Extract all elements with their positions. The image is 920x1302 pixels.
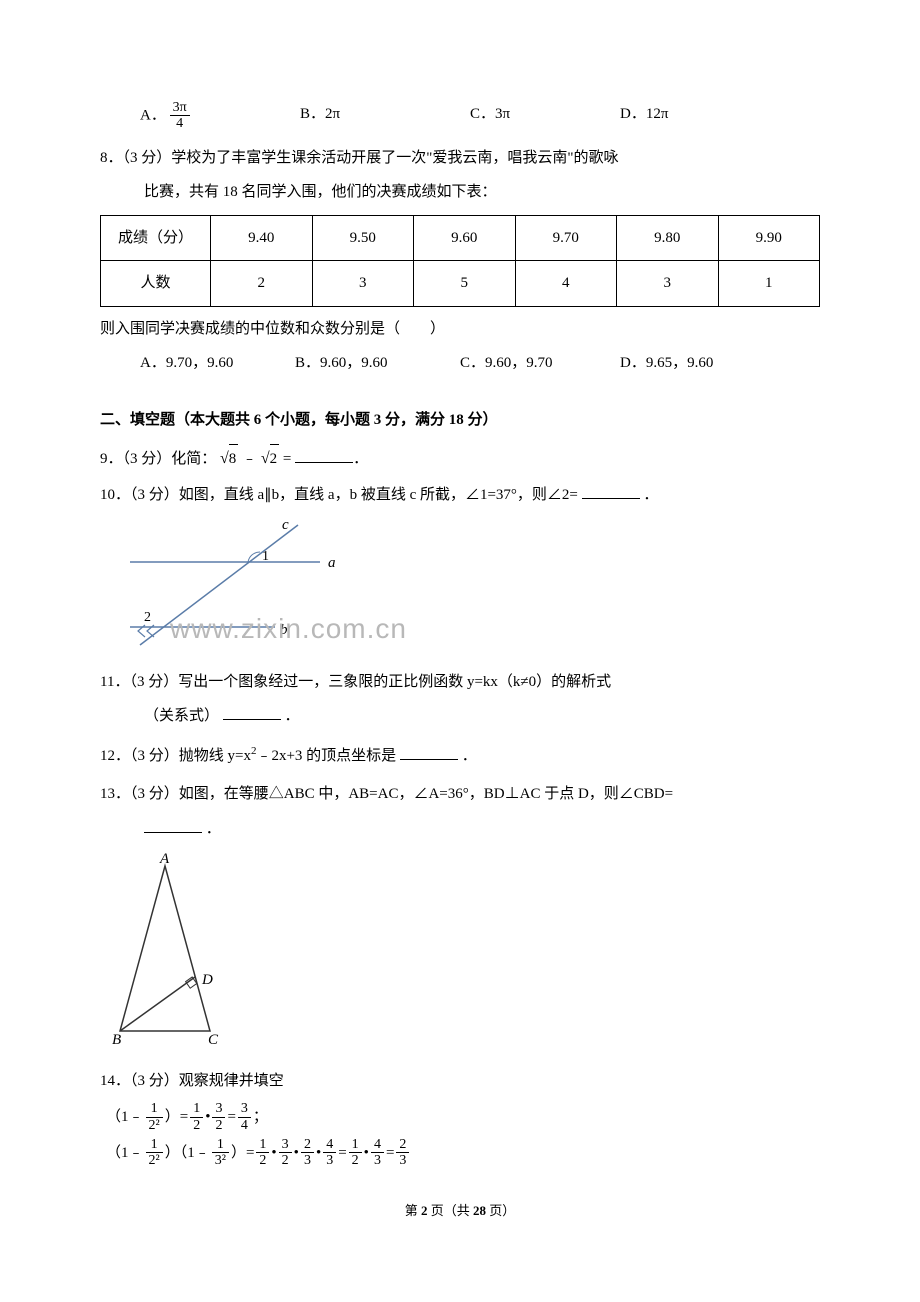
table-cell: 5 [414,261,516,307]
sqrt-2: 2 [261,444,279,474]
q9-pre: 9．（3 分）化简： [100,451,216,467]
svg-text:c: c [282,517,289,533]
svg-text:B: B [112,1032,121,1046]
blank [582,484,640,499]
svg-text:1: 1 [262,549,269,564]
svg-text:C: C [208,1032,219,1046]
table-row: 成绩（分） 9.40 9.50 9.60 9.70 9.80 9.90 [101,215,820,261]
q7-option-a: A． 3π 4 [140,100,300,132]
svg-text:a: a [328,555,336,571]
q8-table: 成绩（分） 9.40 9.50 9.60 9.70 9.80 9.90 人数 2… [100,215,820,307]
q8-option-d: D．9.65，9.60 [620,349,760,378]
table-cell: 成绩（分） [101,215,211,261]
table-cell: 9.80 [617,215,719,261]
table-cell: 9.60 [414,215,516,261]
frac-den: 4 [170,116,190,131]
svg-text:D: D [201,972,213,988]
q13-stem: 13．（3 分）如图，在等腰△ABC 中，AB=AC，∠A=36°，BD⊥AC … [100,780,820,809]
q10-figure: c 1 a 2 b www.zixin.com.cn [130,517,820,658]
q7-option-c: C．3π [470,100,620,132]
table-cell: 3 [312,261,414,307]
q9-post: = [283,451,291,467]
table-cell: 4 [515,261,617,307]
svg-text:2: 2 [144,610,151,625]
blank [144,818,202,833]
table-cell: 9.40 [211,215,313,261]
table-cell: 9.90 [718,215,820,261]
table-cell: 2 [211,261,313,307]
blank [223,705,281,720]
q8-option-b: B．9.60，9.60 [295,349,460,378]
table-cell: 1 [718,261,820,307]
q8-stem-line1: 8．（3 分）学校为了丰富学生课余活动开展了一次"爱我云南，唱我云南"的歌咏 [100,144,820,173]
q9: 9．（3 分）化简： 8 ﹣ 2 = ． [100,444,820,474]
q11-line1: 11．（3 分）写出一个图象经过一，三象限的正比例函数 y=kx（k≠0）的解析… [100,668,820,697]
q13-blank-line: ． [100,815,820,844]
page-footer: 第 2 页（共 28 页） [100,1199,820,1224]
table-row: 人数 2 3 5 4 3 1 [101,261,820,307]
blank [400,745,458,760]
q7-a-fraction: 3π 4 [170,100,190,132]
q10-stem: 10．（3 分）如图，直线 a∥b，直线 a，b 被直线 c 所截，∠1=37°… [100,481,820,510]
q8-option-a: A．9.70，9.60 [140,349,295,378]
frac-num: 3π [170,100,190,116]
q13-figure: A B C D [110,851,820,1057]
blank [295,448,353,463]
q7-option-b: B．2π [300,100,470,132]
table-cell: 9.50 [312,215,414,261]
q14-eq2: （1﹣ 12² ）（1﹣ 13² ）= 12 • 32 • 23 • 43 = … [100,1137,820,1169]
q11-line2: （关系式） ． [100,702,820,731]
q7-options: A． 3π 4 B．2π C．3π D．12π [100,100,820,132]
sqrt-8: 8 [220,444,238,474]
q8-stem-line2: 比赛，共有 18 名同学入围，他们的决赛成绩如下表： [100,178,820,207]
q9-mid: ﹣ [242,451,257,467]
q14-eq1: （1﹣ 12² ）= 12 • 32 = 34 ； [100,1101,820,1133]
q7-a-label: A． [140,107,166,123]
q7-option-d: D．12π [620,100,740,132]
triangle-diagram: A B C D [110,851,250,1046]
svg-text:A: A [159,851,170,867]
q8-options: A．9.70，9.60 B．9.60，9.60 C．9.60，9.70 D．9.… [100,349,820,378]
q12: 12．（3 分）抛物线 y=x2﹣2x+3 的顶点坐标是 ． [100,741,820,771]
table-cell: 3 [617,261,719,307]
svg-text:b: b [280,622,288,638]
table-cell: 人数 [101,261,211,307]
q14-stem: 14．（3 分）观察规律并填空 [100,1067,820,1096]
q8-after: 则入围同学决赛成绩的中位数和众数分别是（ ） [100,315,820,344]
parallel-lines-diagram: c 1 a 2 b [130,517,580,647]
q8-option-c: C．9.60，9.70 [460,349,620,378]
section2-title: 二、填空题（本大题共 6 个小题，每小题 3 分，满分 18 分） [100,406,820,435]
table-cell: 9.70 [515,215,617,261]
